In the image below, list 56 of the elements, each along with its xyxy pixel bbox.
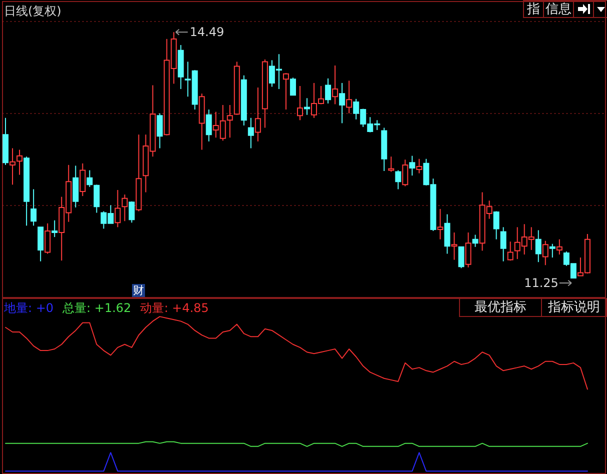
candlestick [542, 240, 548, 266]
candlestick [388, 156, 394, 172]
candlestick [451, 232, 458, 260]
candlestick [30, 188, 37, 226]
candlestick [437, 208, 444, 240]
candlestick [325, 78, 332, 104]
candlestick [128, 200, 135, 224]
button: 最优指标 [459, 298, 542, 317]
candlestick [444, 214, 450, 254]
candlestick [549, 243, 556, 258]
annotation: 财 [132, 284, 145, 297]
candlestick [52, 220, 58, 238]
candlestick [38, 226, 44, 262]
button: 指标说明 [541, 298, 607, 317]
candlestick [290, 77, 296, 96]
candlestick [86, 170, 93, 188]
candlestick [156, 112, 163, 149]
candlestick [458, 246, 464, 269]
candlestick [409, 155, 416, 176]
candlestick [416, 158, 422, 174]
candlestick [332, 65, 338, 105]
candlestick [346, 80, 352, 114]
candlestick [282, 72, 289, 110]
candlestick [10, 148, 16, 186]
candlestick [339, 82, 346, 124]
button: 指 [523, 0, 544, 18]
candlestick [122, 194, 128, 222]
text: 总量: +1.62 [62, 301, 132, 315]
text: 地量: +0 [4, 301, 54, 315]
series-label: 动量: +4.85 [140, 301, 209, 315]
candlestick [304, 98, 310, 116]
candlestick [556, 238, 562, 255]
candlestick [535, 230, 542, 263]
candlestick [44, 222, 51, 254]
candlestick [395, 170, 402, 190]
candlestick [248, 117, 254, 149]
button: 信息 [543, 0, 574, 18]
candlestick [402, 159, 408, 187]
candlestick [472, 234, 478, 248]
candlestick [80, 162, 86, 197]
candlestick [94, 184, 100, 214]
candlestick [254, 87, 261, 142]
candlestick [16, 149, 23, 176]
candlestick [114, 189, 121, 228]
candlestick [465, 232, 472, 268]
chart-title: 日线(复权) [4, 4, 62, 18]
candlestick [206, 109, 212, 142]
candlestick [493, 210, 500, 240]
candlestick [296, 86, 303, 121]
annotation: 指 [527, 2, 540, 16]
candlestick [226, 104, 233, 138]
candlestick [500, 226, 506, 262]
annotation: 14.49 [190, 25, 224, 40]
candlestick [507, 241, 514, 262]
candlestick [72, 165, 79, 208]
annotation: 11.25 [524, 276, 558, 290]
